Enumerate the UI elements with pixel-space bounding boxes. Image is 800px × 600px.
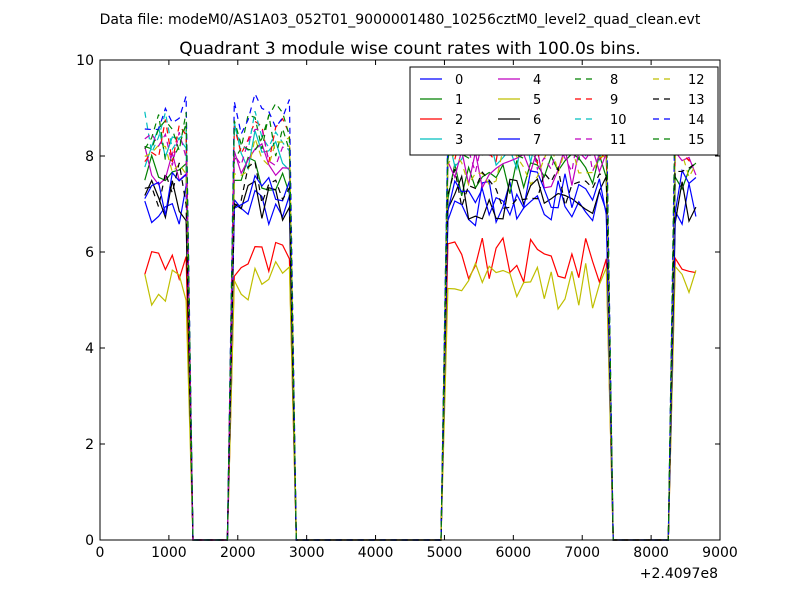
legend-label-5: 5 [533,93,541,108]
legend-label-6: 6 [533,113,541,128]
series-line-9 [144,116,697,541]
x-tick-label: 9000 [702,545,738,561]
x-tick-label: 4000 [358,545,394,561]
legend-label-14: 14 [688,113,705,128]
x-tick-label: 7000 [564,545,600,561]
y-tick-label: 4 [85,341,94,357]
x-offset-label: +2.4097e8 [640,566,718,582]
axes-border [99,59,721,541]
y-tick-label: 8 [85,149,94,165]
series-line-13 [144,160,697,541]
y-tick-label: 0 [85,533,94,549]
legend-label-7: 7 [533,133,541,148]
legend-label-3: 3 [455,133,463,148]
y-tick-label: 6 [85,245,94,261]
x-tick-label: 5000 [427,545,463,561]
legend-label-0: 0 [455,73,463,88]
legend-label-11: 11 [610,133,627,148]
legend-label-9: 9 [610,93,618,108]
legend-label-10: 10 [610,113,627,128]
x-tick-label: 0 [96,545,105,561]
legend-box [409,66,719,156]
legend-label-15: 15 [688,133,705,148]
y-tick-label: 10 [76,53,94,69]
legend-label-12: 12 [688,73,705,88]
series-line-10 [144,107,697,541]
legend-label-4: 4 [533,73,541,88]
legend-label-8: 8 [610,73,618,88]
legend-label-13: 13 [688,93,705,108]
x-tick-label: 8000 [633,545,669,561]
data-file-suptitle: Data file: modeM0/AS1A03_052T01_90000014… [100,12,701,28]
x-tick-label: 6000 [496,545,532,561]
legend-label-1: 1 [455,93,463,108]
x-tick-label: 1000 [151,545,187,561]
y-tick-label: 2 [85,437,94,453]
legend-label-2: 2 [455,113,463,128]
chart-title: Quadrant 3 module wise count rates with … [179,39,640,59]
series-line-15 [144,102,697,541]
x-tick-label: 3000 [289,545,325,561]
x-tick-label: 2000 [220,545,256,561]
axis-ticks: 0 1000 2000 3000 4000 5000 6000 7000 8000 9000 0 2 4… [76,53,738,561]
